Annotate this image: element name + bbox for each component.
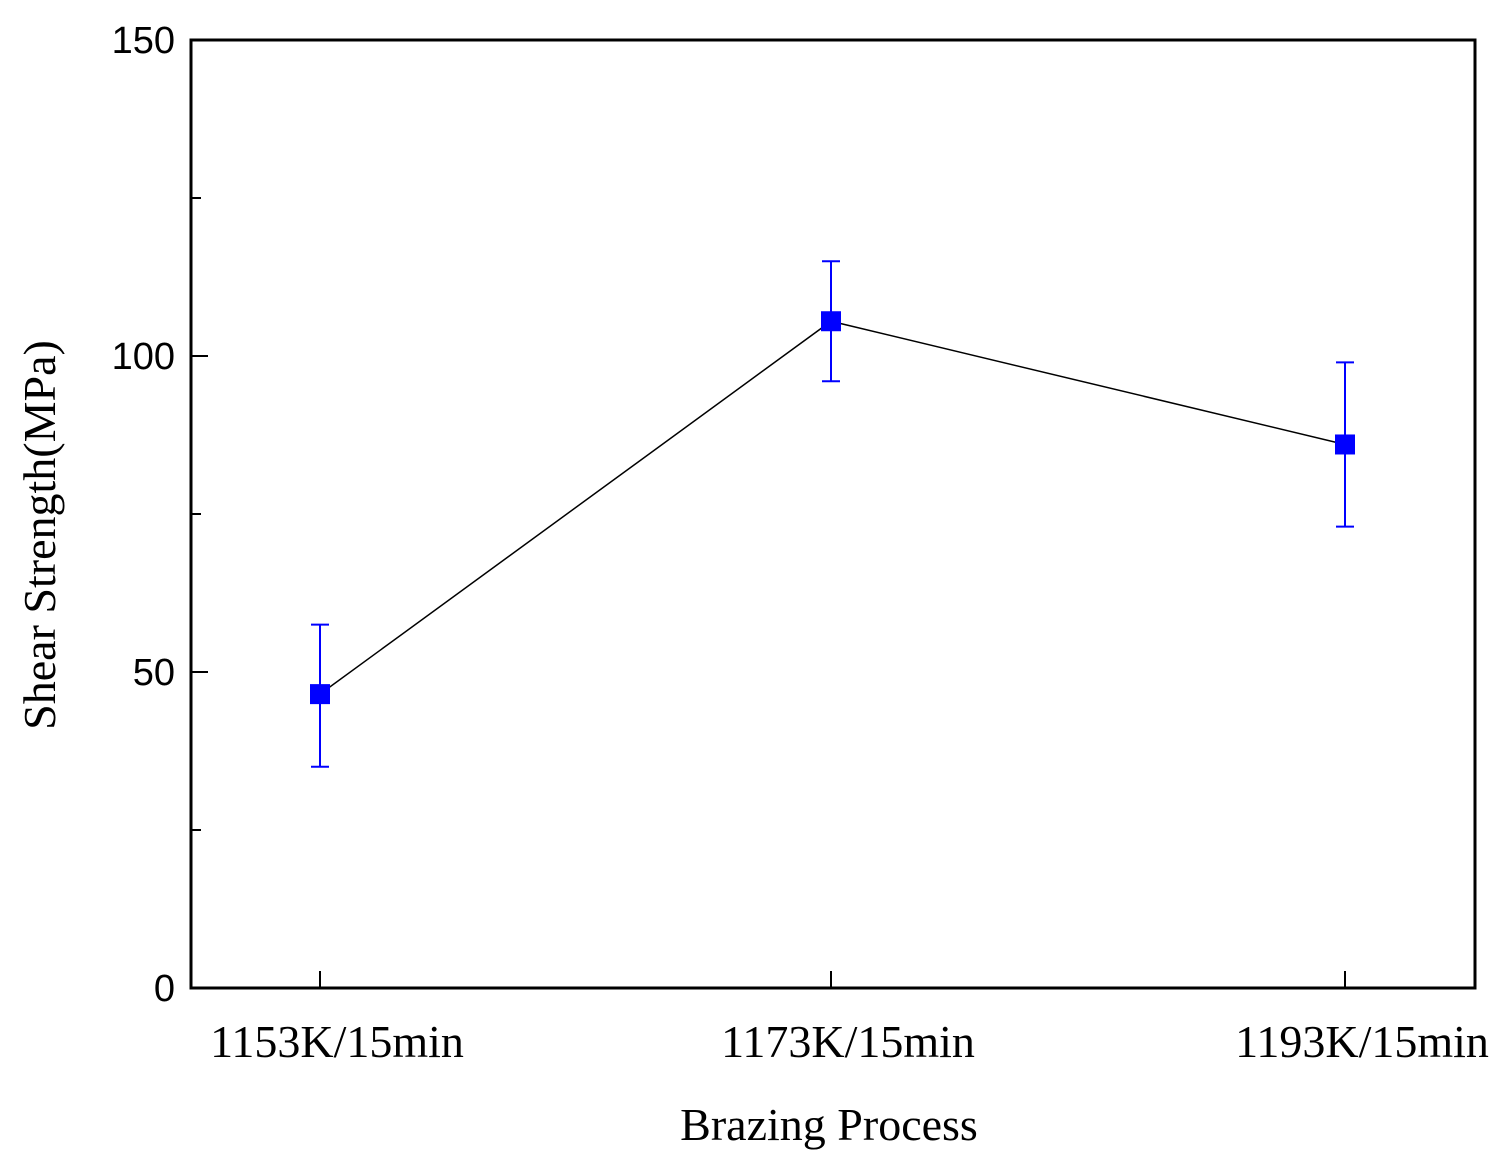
- data-point: [1335, 434, 1355, 455]
- x-axis-title: Brazing Process: [680, 1099, 978, 1150]
- y-tick-label: 100: [112, 336, 175, 378]
- x-axis-ticks: 1153K/15min 1173K/15min 1193K/15min: [210, 971, 1489, 1067]
- series-line: [319, 320, 1346, 695]
- x-tick-label: 1193K/15min: [1235, 1016, 1489, 1067]
- y-tick-label: 50: [133, 652, 175, 694]
- plot-area-frame: [189, 38, 1477, 990]
- y-tick-label: 150: [112, 20, 175, 62]
- y-axis-title: Shear Strength(MPa): [14, 340, 65, 730]
- x-tick-label: 1173K/15min: [721, 1016, 975, 1067]
- y-axis-ticks: 0 50 100 150: [112, 20, 208, 1010]
- data-point: [821, 311, 841, 332]
- x-tick-label: 1153K/15min: [210, 1016, 464, 1067]
- series-layer: [310, 260, 1355, 768]
- y-tick-label: 0: [154, 968, 175, 1010]
- data-point: [310, 684, 330, 705]
